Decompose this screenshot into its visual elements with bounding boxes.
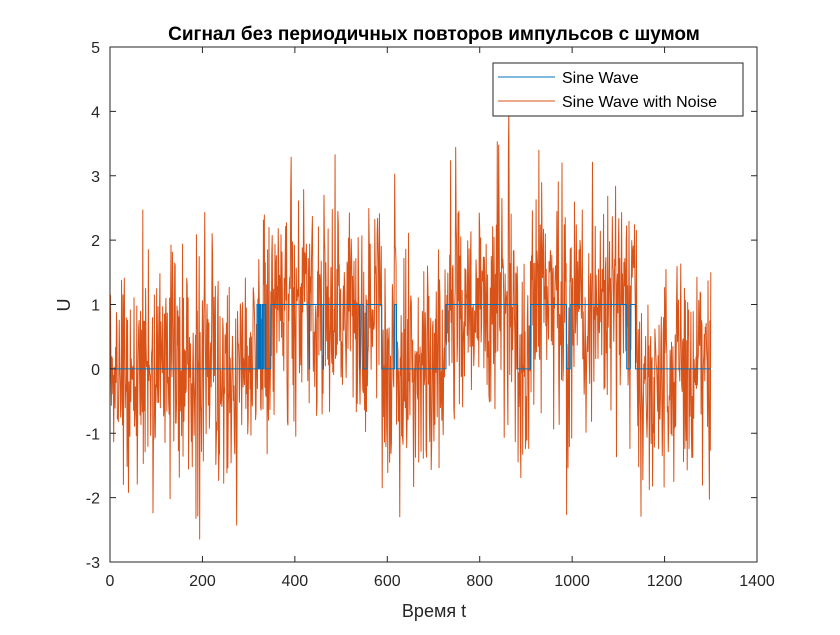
x-tick-label: 1200 — [647, 573, 683, 590]
y-tick-label: 5 — [91, 40, 100, 57]
x-tick-label: 800 — [466, 573, 493, 590]
y-axis-label: U — [54, 299, 74, 312]
y-tick-label: 0 — [91, 362, 100, 379]
x-tick-label: 200 — [189, 573, 216, 590]
x-axis-label: Время t — [402, 601, 466, 621]
legend-box — [492, 62, 744, 117]
x-tick-label: 600 — [374, 573, 401, 590]
x-tick-label: 0 — [106, 573, 115, 590]
series-layer — [110, 108, 712, 540]
legend-label-sine-wave: Sine Wave — [562, 70, 639, 87]
y-tick-label: -2 — [86, 491, 100, 508]
y-tick-label: -1 — [86, 426, 100, 443]
x-tick-label: 400 — [282, 573, 309, 590]
plot-area: 0 200 400 600 800 1000 1200 1400 -3 -2 -1 0 1 2 3 4 5 — [86, 40, 775, 590]
y-tick-label: 3 — [91, 169, 100, 186]
series-line-sine-wave-with-noise — [110, 108, 712, 540]
ticks-layer: 0 200 400 600 800 1000 1200 1400 -3 -2 -1 0 1 2 3 4 5 — [86, 40, 775, 590]
y-tick-label: 4 — [91, 104, 100, 121]
chart-title: Сигнал без периодичных повторов импульсо… — [168, 24, 700, 45]
legend-label-sine-wave-with-noise: Sine Wave with Noise — [562, 94, 717, 111]
y-tick-label: 2 — [91, 233, 100, 250]
x-tick-label: 1000 — [554, 573, 590, 590]
y-tick-label: -3 — [86, 555, 100, 572]
legend: Sine Wave Sine Wave with Noise — [492, 62, 744, 117]
y-tick-label: 1 — [91, 298, 100, 315]
series-line-sine-wave — [110, 304, 711, 370]
plot-frame — [109, 46, 758, 563]
x-tick-label: 1400 — [739, 573, 775, 590]
